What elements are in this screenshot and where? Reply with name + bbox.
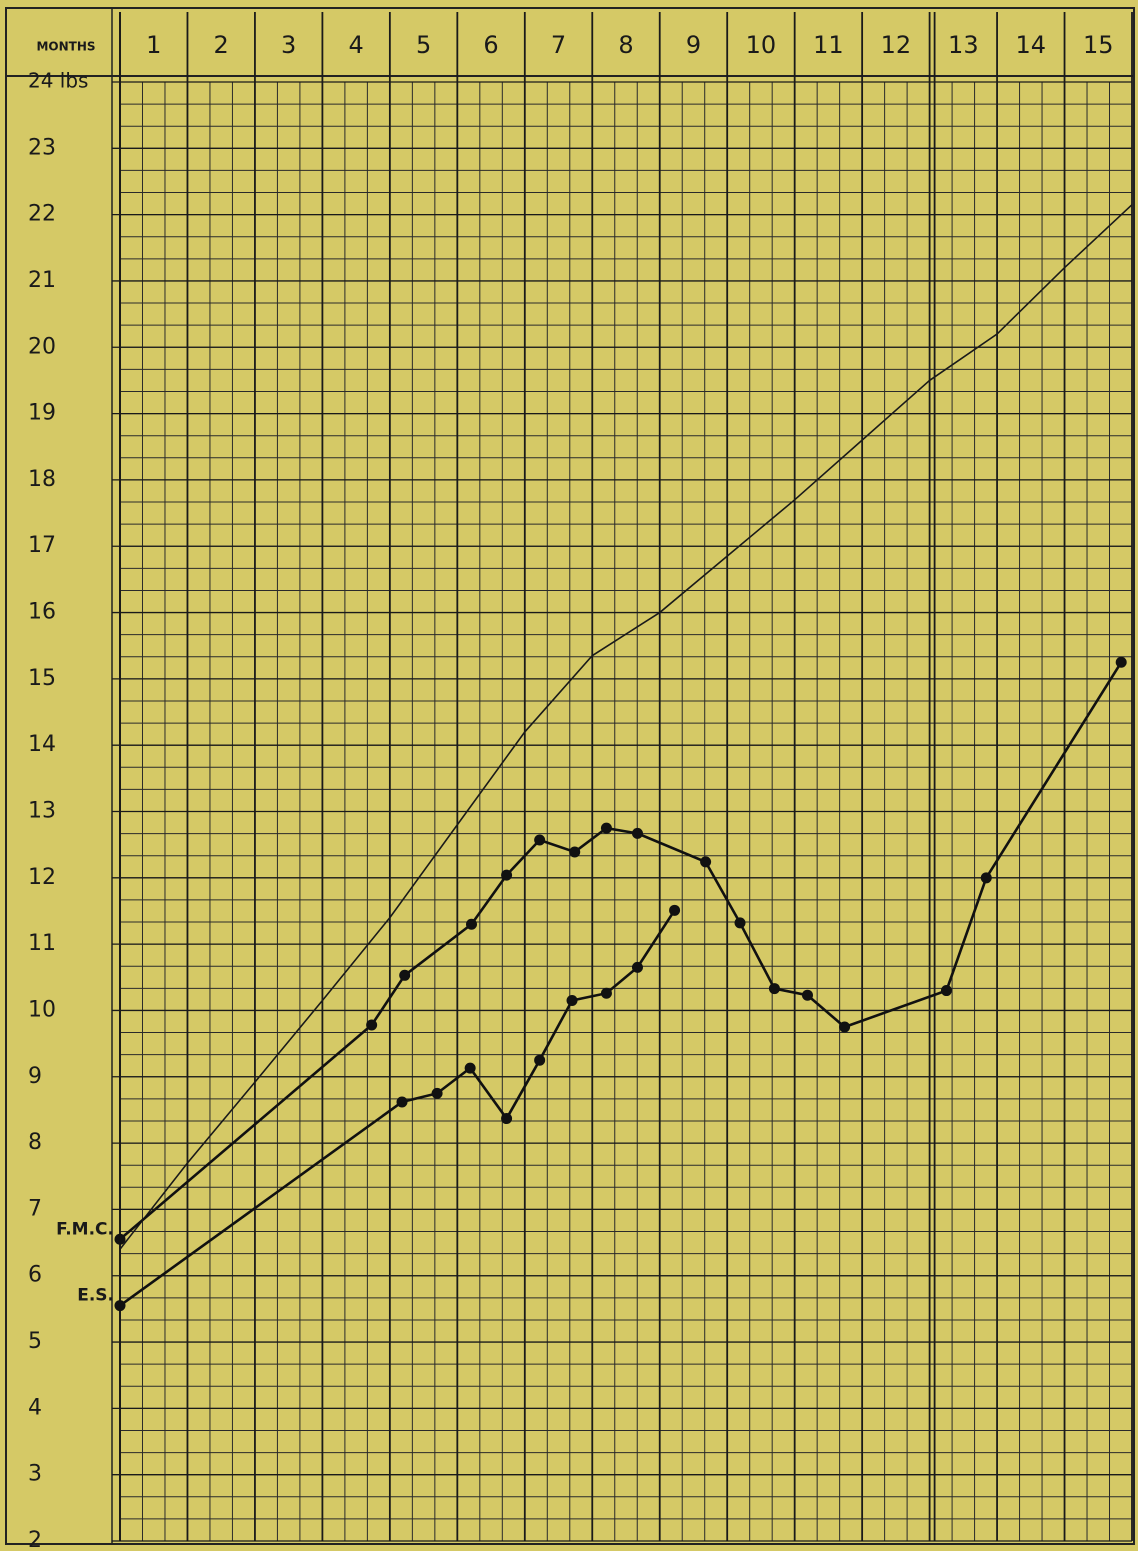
data-point	[980, 872, 992, 884]
data-point	[600, 822, 612, 834]
x-tick-label: 2	[214, 31, 229, 59]
y-tick-label: 5	[28, 1329, 42, 1354]
series-label: E.S.	[77, 1286, 114, 1306]
x-tick-label: 6	[483, 31, 498, 59]
data-point	[566, 995, 578, 1007]
series-line	[119, 909, 676, 1307]
x-tick-label: 1	[146, 31, 161, 59]
data-point	[768, 983, 780, 995]
y-tick-label: 9	[28, 1064, 42, 1089]
x-tick-label: 5	[416, 31, 431, 59]
data-point	[631, 961, 643, 973]
data-point	[669, 904, 681, 916]
data-point	[114, 1300, 126, 1312]
y-tick-label: 16	[28, 600, 56, 625]
y-tick-label: 8	[28, 1130, 42, 1155]
data-point	[631, 827, 643, 839]
y-tick-label: 22	[28, 202, 56, 227]
y-tick-label: 11	[28, 931, 56, 956]
y-tick-label: 18	[28, 467, 56, 492]
x-tick-label: 14	[1016, 31, 1047, 59]
data-point	[700, 856, 712, 868]
x-tick-label: 9	[686, 31, 701, 59]
data-point	[431, 1087, 443, 1099]
x-tick-label: 7	[551, 31, 566, 59]
y-tick-label: 17	[28, 533, 56, 558]
data-point	[734, 917, 746, 929]
data-point	[940, 985, 952, 997]
data-point	[534, 834, 546, 846]
corner-label: MONTHS	[36, 40, 95, 54]
x-tick-label: 12	[881, 31, 912, 59]
y-tick-label: 3	[28, 1462, 42, 1487]
data-point	[399, 969, 411, 981]
y-tick-label: 20	[28, 334, 56, 359]
data-point	[501, 1113, 513, 1125]
data-point	[801, 989, 813, 1001]
series-line	[119, 204, 1133, 1250]
data-point	[114, 1233, 126, 1245]
y-tick-label: 7	[28, 1196, 42, 1221]
data-point	[464, 1062, 476, 1074]
x-tick-label: 15	[1083, 31, 1114, 59]
data-point	[839, 1021, 851, 1033]
y-tick-label: 2	[28, 1528, 42, 1551]
y-tick-label: 24 lbs	[28, 69, 88, 93]
y-tick-label: 13	[28, 799, 56, 824]
x-tick-label: 10	[746, 31, 777, 59]
y-tick-label: 10	[28, 997, 56, 1022]
x-tick-label: 13	[948, 31, 979, 59]
x-tick-label: 4	[348, 31, 363, 59]
x-tick-label: 3	[281, 31, 296, 59]
y-tick-label: 15	[28, 666, 56, 691]
data-point	[501, 869, 513, 881]
x-tick-label: 11	[813, 31, 844, 59]
y-tick-label: 14	[28, 732, 56, 757]
data-point	[396, 1096, 408, 1108]
y-tick-label: 21	[28, 268, 56, 293]
y-tick-label: 12	[28, 865, 56, 890]
y-tick-label: 23	[28, 135, 56, 160]
y-tick-label: 19	[28, 401, 56, 426]
data-point	[1115, 656, 1127, 668]
frame	[5, 7, 1135, 1545]
data-point	[600, 987, 612, 999]
y-tick-label: 4	[28, 1395, 42, 1420]
y-tick-label: 6	[28, 1263, 42, 1288]
data-point	[466, 918, 478, 930]
series-label: F.M.C.	[56, 1219, 114, 1239]
data-point	[569, 846, 581, 858]
data-point	[366, 1019, 378, 1031]
data-point	[534, 1054, 546, 1066]
x-tick-label: 8	[618, 31, 633, 59]
